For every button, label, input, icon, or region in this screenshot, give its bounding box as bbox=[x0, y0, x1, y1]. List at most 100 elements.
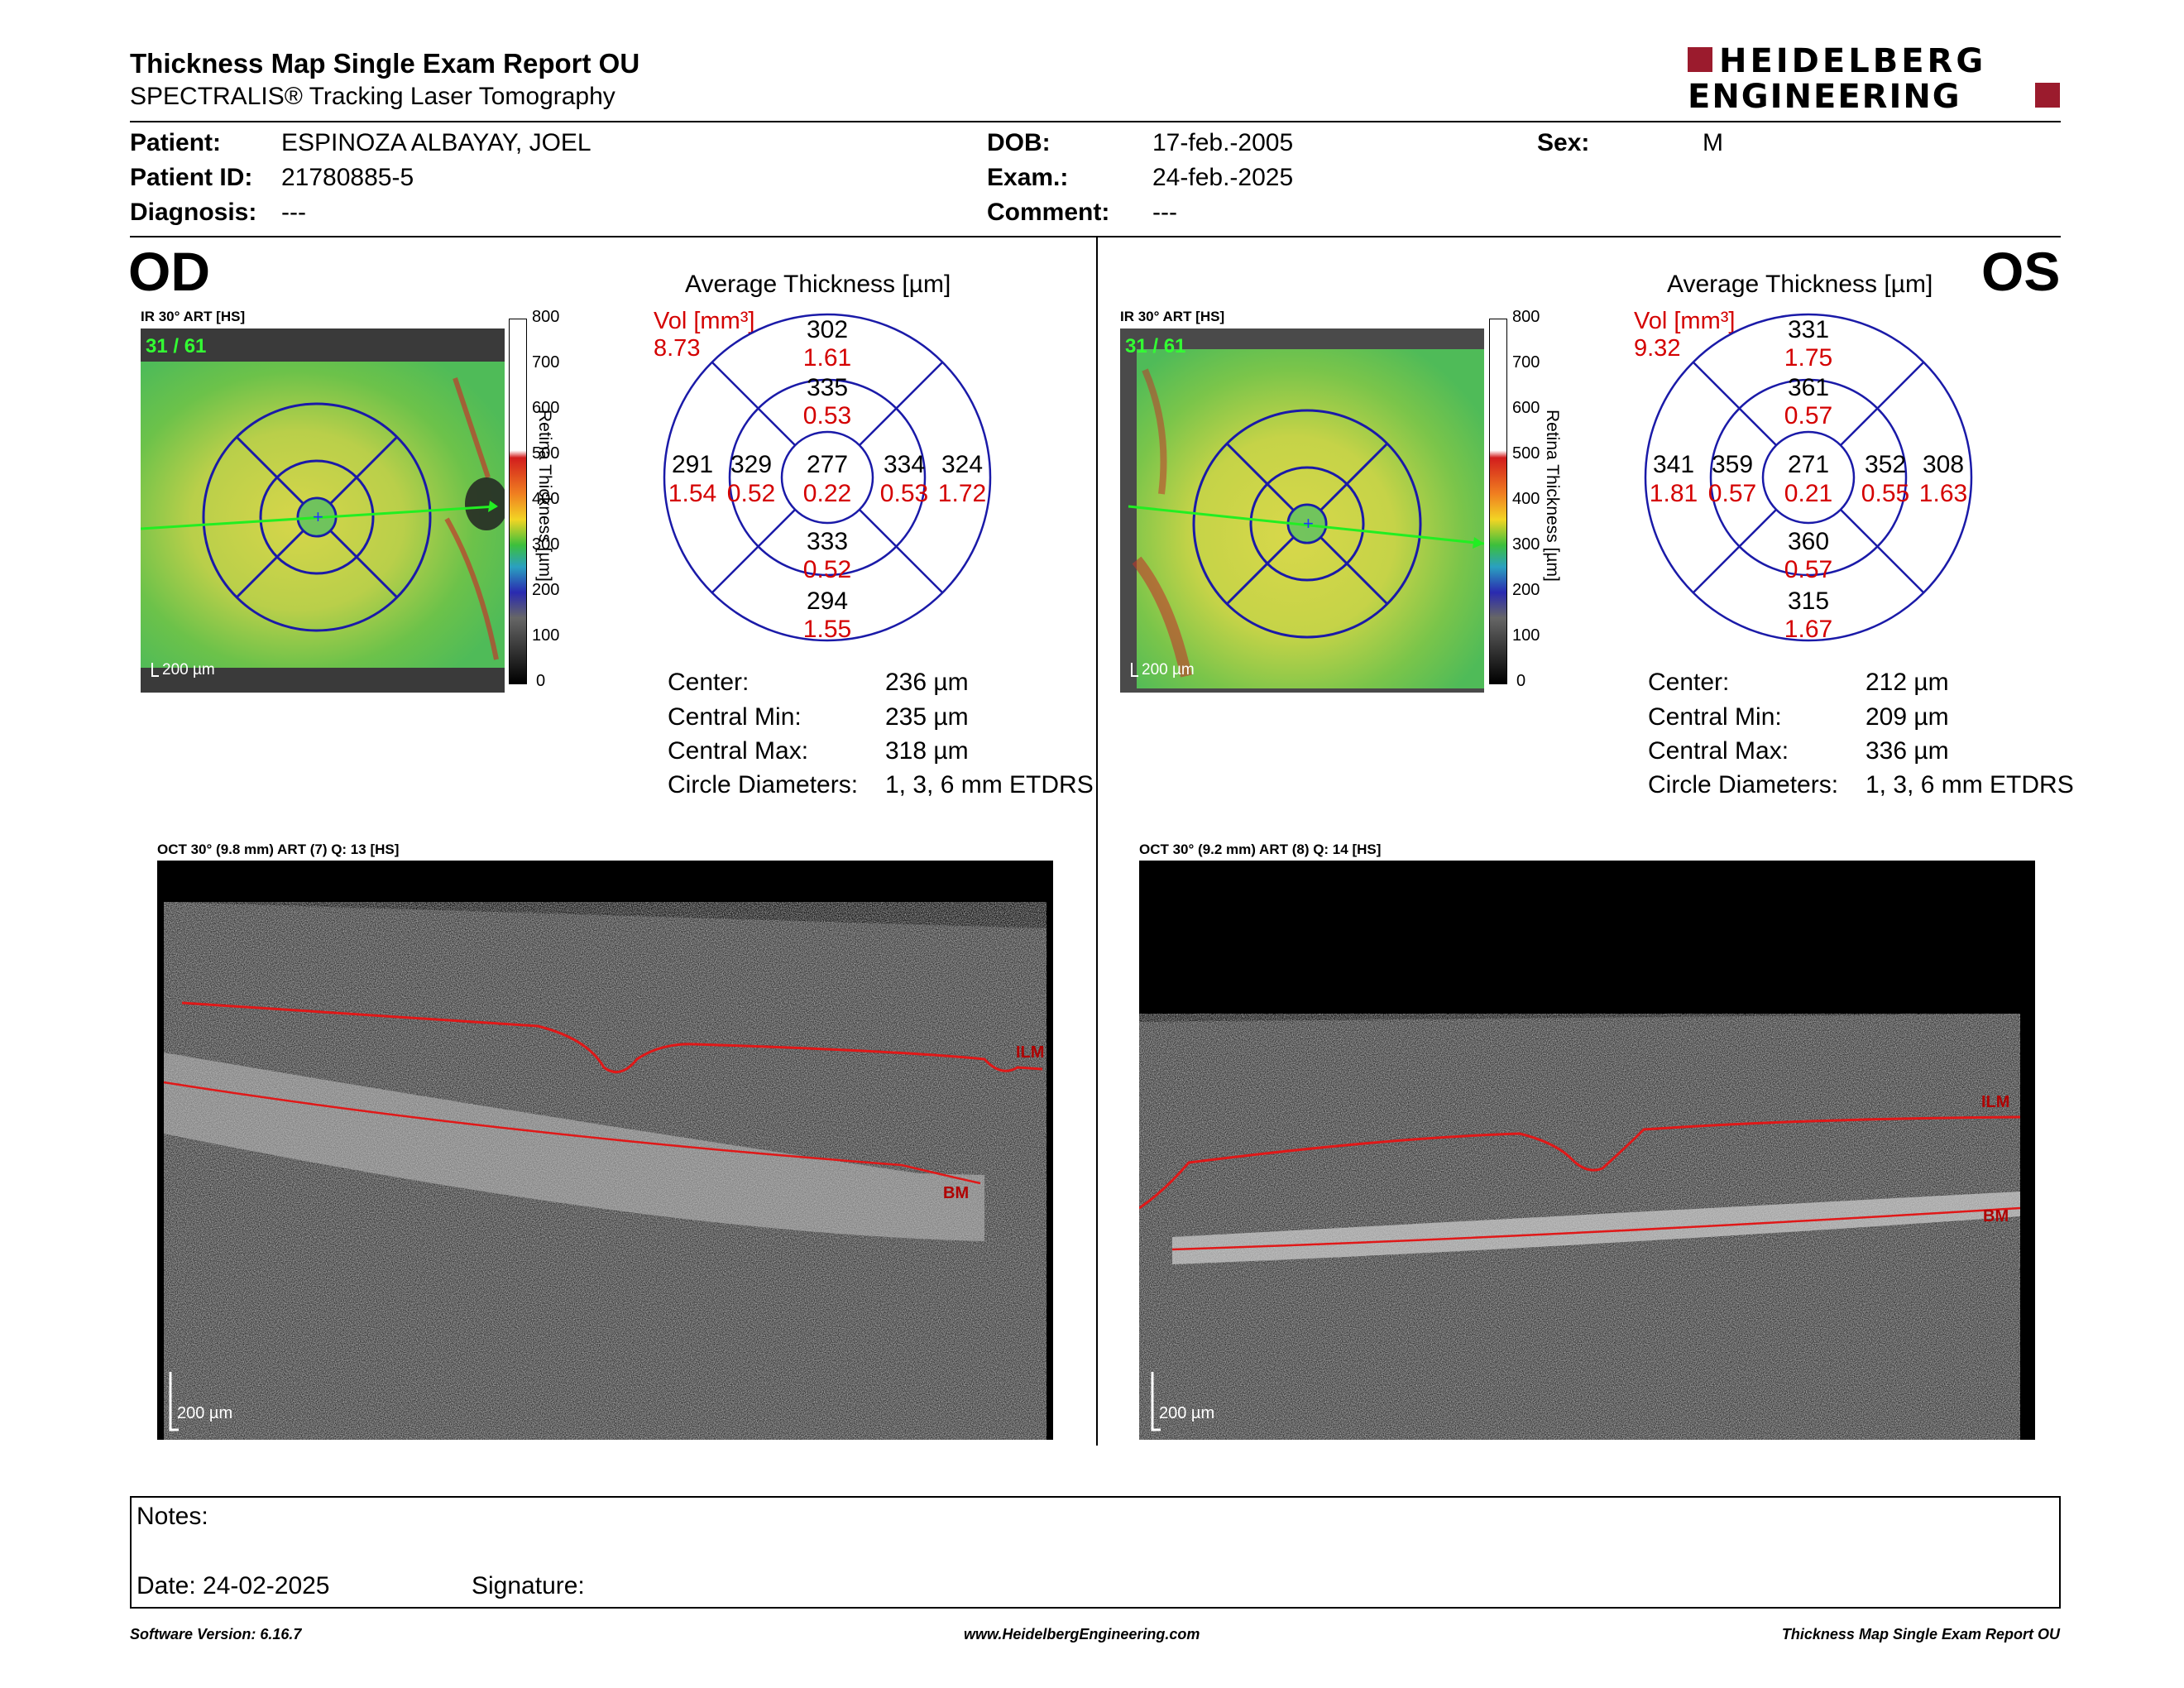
os-etdrs-grid bbox=[1192, 409, 1422, 639]
notes-box[interactable]: Notes: Date: 24-02-2025 Signature: bbox=[130, 1496, 2061, 1609]
os-outer-sup-thk: 331 bbox=[1787, 316, 1830, 343]
os-vol-total: 9.32 bbox=[1634, 335, 1681, 362]
os-oct-scale-bar bbox=[1151, 1372, 1161, 1431]
os-colorbar bbox=[1489, 319, 1507, 684]
eye-label-od: OD bbox=[128, 241, 210, 302]
os-outer-sup-vol: 1.75 bbox=[1784, 344, 1833, 372]
od-outer-temp-thk: 291 bbox=[671, 451, 714, 478]
cbar-tick: 800 bbox=[532, 308, 560, 326]
os-outer-inf-vol: 1.67 bbox=[1784, 616, 1833, 643]
cbar-tick: 400 bbox=[1512, 490, 1540, 508]
cbar-word: Thickness bbox=[535, 464, 554, 543]
os-stat-label: Central Max: bbox=[1648, 737, 1789, 765]
od-ir-caption: IR 30° ART [HS] bbox=[141, 309, 246, 324]
os-center-vol: 0.21 bbox=[1784, 480, 1833, 507]
diagnosis-label: Diagnosis: bbox=[130, 199, 257, 226]
cbar-word: [µm] bbox=[535, 547, 554, 582]
cbar-tick: 700 bbox=[1512, 353, 1540, 372]
od-scale-label: 200 µm bbox=[162, 661, 215, 679]
od-inner-nasal-vol: 0.53 bbox=[879, 480, 929, 507]
logo-line2: ENGINEERING bbox=[1688, 78, 1961, 116]
od-oct-rpe-band bbox=[164, 1053, 984, 1241]
os-fovea bbox=[1289, 506, 1325, 542]
od-vol-label: Vol [mm³] bbox=[654, 308, 755, 334]
header-rule bbox=[130, 121, 2061, 122]
od-frame-counter: 31 / 61 bbox=[146, 335, 206, 357]
od-stat-value: 236 µm bbox=[885, 669, 969, 696]
patient-rule bbox=[130, 236, 2061, 237]
os-outer-temp-thk: 341 bbox=[1652, 451, 1695, 478]
os-inner-temp-vol: 0.57 bbox=[1707, 480, 1757, 507]
od-outer-temp-vol: 1.54 bbox=[668, 480, 717, 507]
date-label: Date: 24-02-2025 bbox=[136, 1572, 330, 1599]
od-stat-value: 318 µm bbox=[885, 737, 969, 765]
center-divider bbox=[1096, 237, 1098, 1446]
od-optic-disc bbox=[465, 477, 505, 530]
os-ilm-line bbox=[1139, 1115, 2021, 1210]
od-oct-caption: OCT 30° (9.8 mm) ART (7) Q: 13 [HS] bbox=[157, 842, 400, 857]
cbar-tick: 0 bbox=[536, 672, 546, 690]
od-stat-label: Circle Diameters: bbox=[668, 771, 859, 798]
comment-label: Comment: bbox=[987, 199, 1110, 226]
cbar-tick: 100 bbox=[532, 626, 560, 645]
os-scan-arrow bbox=[1473, 537, 1484, 549]
logo-square-top bbox=[1688, 47, 1712, 72]
os-fovea-marker: + bbox=[1303, 513, 1314, 534]
os-scale-bar bbox=[1131, 663, 1138, 677]
cbar-tick: 800 bbox=[1512, 308, 1540, 326]
os-center-thk: 271 bbox=[1787, 451, 1830, 478]
os-etdrs-diagram bbox=[1644, 313, 1973, 642]
od-bm-label: BM bbox=[943, 1184, 969, 1202]
patient-id: 21780885-5 bbox=[281, 164, 414, 191]
od-outer-nasal-vol: 1.72 bbox=[937, 480, 987, 507]
od-oct-scale-bar bbox=[169, 1372, 179, 1431]
os-stat-value: 336 µm bbox=[1866, 737, 1949, 765]
od-outer-nasal-thk: 324 bbox=[941, 451, 984, 478]
os-colorbar-ticks: 800 700 600 500 400 300 200 100 0 bbox=[1512, 308, 1545, 697]
od-outer-sup-vol: 1.61 bbox=[802, 344, 852, 372]
os-outer-temp-vol: 1.81 bbox=[1649, 480, 1698, 507]
sex-value: M bbox=[1703, 129, 1723, 156]
cbar-tick: 0 bbox=[1516, 672, 1526, 690]
od-inner-sup-vol: 0.53 bbox=[802, 402, 852, 429]
patient-name: ESPINOZA ALBAYAY, JOEL bbox=[281, 129, 592, 156]
eye-label-os: OS bbox=[1981, 241, 2061, 302]
cbar-tick: 500 bbox=[532, 444, 560, 463]
os-vessel bbox=[1132, 556, 1192, 678]
patient-label: Patient: bbox=[130, 129, 222, 156]
os-inner-inf-vol: 0.57 bbox=[1784, 556, 1833, 583]
cbar-tick: 200 bbox=[532, 581, 560, 599]
os-oct-scan: ILM BM 200 µm bbox=[1139, 861, 2035, 1440]
od-inner-temp-thk: 329 bbox=[730, 451, 773, 478]
od-scale-bar bbox=[151, 663, 159, 677]
cbar-tick: 500 bbox=[1512, 444, 1540, 463]
od-inner-temp-vol: 0.52 bbox=[726, 480, 776, 507]
od-outer-inf-vol: 1.55 bbox=[802, 616, 852, 643]
cbar-tick: 600 bbox=[532, 399, 560, 417]
exam-value: 24-feb.-2025 bbox=[1152, 164, 1294, 191]
sex-label: Sex: bbox=[1537, 129, 1590, 156]
od-inner-inf-thk: 333 bbox=[806, 528, 849, 555]
cbar-word: Retina bbox=[535, 410, 554, 460]
od-scan-arrow bbox=[488, 501, 498, 512]
cbar-tick: 300 bbox=[532, 535, 560, 554]
os-oct-scale-label: 200 µm bbox=[1159, 1404, 1214, 1422]
heidelberg-logo: HEIDELBERG ENGINEERING bbox=[1688, 42, 2064, 116]
od-fundus-map: + 31 / 61 200 µm bbox=[141, 328, 505, 693]
od-etdrs-diagram bbox=[663, 313, 992, 642]
os-inner-nasal-thk: 352 bbox=[1864, 451, 1907, 478]
os-vol-label: Vol [mm³] bbox=[1634, 308, 1736, 334]
od-center-vol: 0.22 bbox=[802, 480, 852, 507]
os-inner-temp-thk: 359 bbox=[1711, 451, 1754, 478]
os-stat-label: Central Min: bbox=[1648, 703, 1782, 731]
od-outer-inf-thk: 294 bbox=[806, 587, 849, 615]
os-colorbar-label: Retina Thickness [µm] bbox=[1542, 410, 1562, 582]
od-ilm-label: ILM bbox=[1016, 1043, 1044, 1062]
od-colorbar bbox=[509, 319, 527, 684]
od-stat-value: 1, 3, 6 mm ETDRS bbox=[885, 771, 1094, 798]
exam-label: Exam.: bbox=[987, 164, 1069, 191]
website-link[interactable]: www.HeidelbergEngineering.com bbox=[964, 1626, 1200, 1642]
os-oct-rpe-band bbox=[1172, 1192, 2020, 1264]
os-outer-nasal-thk: 308 bbox=[1922, 451, 1965, 478]
report-subtitle: SPECTRALIS® Tracking Laser Tomography bbox=[130, 83, 615, 110]
